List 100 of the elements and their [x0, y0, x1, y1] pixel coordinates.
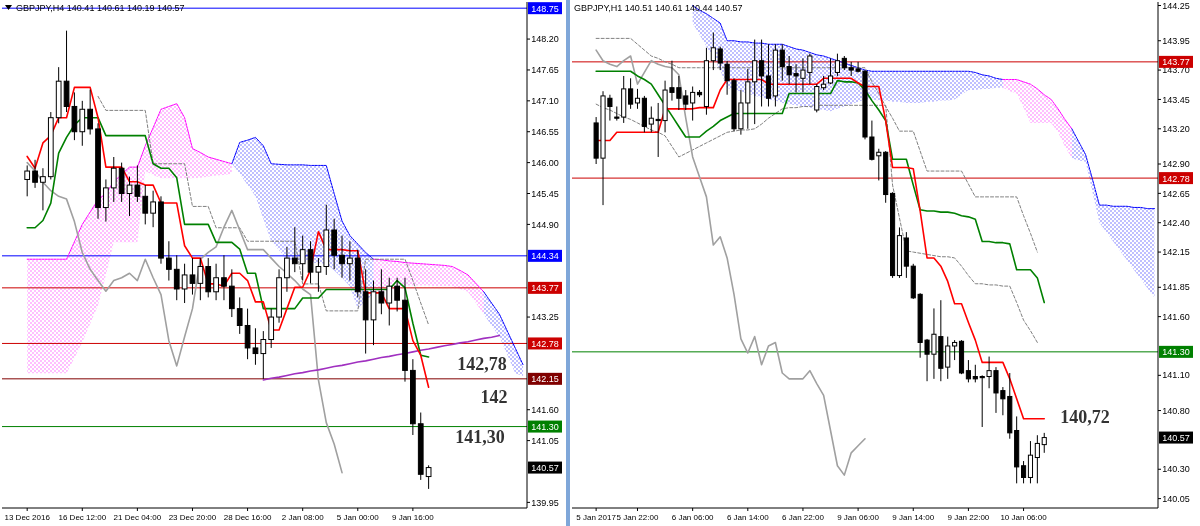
candlestick [268, 308, 275, 349]
candlestick [834, 53, 840, 77]
candlestick [103, 178, 109, 223]
y-tick-label: 141.60 [531, 404, 559, 415]
x-tick-label: 21 Dec 04:00 [113, 513, 162, 522]
annotation: 142,78 [457, 353, 507, 374]
y-tick-label: 146.55 [531, 126, 559, 137]
annotation: 140.57 [1162, 433, 1190, 444]
candlestick [79, 100, 86, 147]
x-tick-label: 10 Jan 06:00 [1000, 513, 1048, 522]
y-tick-label: 146.00 [531, 157, 559, 168]
x-tick-label: 16 Dec 12:00 [58, 513, 107, 522]
x-tick-label: 6 Jan 14:00 [726, 513, 770, 522]
y-tick-label: 140.80 [1162, 405, 1190, 416]
y-tick-label: 142.15 [1162, 247, 1190, 258]
x-tick-label: 5 Jan 00:00 [336, 513, 380, 522]
ref-line-label: 148.75 [531, 3, 559, 14]
y-tick-label: 142.40 [1162, 217, 1190, 228]
ref-line-label: 142.78 [531, 338, 559, 349]
y-tick-label: 144.90 [531, 219, 559, 230]
candlestick [814, 83, 820, 113]
candlestick [228, 268, 235, 318]
ref-line-label: 144.34 [531, 251, 559, 262]
candlestick [166, 240, 172, 282]
candlestick [827, 57, 834, 85]
x-tick-label: 5 Jan 22:00 [616, 513, 659, 522]
candlestick [690, 86, 696, 122]
candlestick [236, 296, 243, 335]
y-tick-label: 142.90 [1162, 159, 1190, 170]
candlestick [260, 330, 267, 380]
x-tick-label: 9 Jan 14:00 [892, 513, 935, 522]
candlestick [213, 263, 219, 301]
line-series [26, 161, 343, 474]
line-series [97, 95, 430, 326]
y-tick-label: 143.20 [1162, 123, 1190, 134]
y-tick-label: 143.45 [1162, 94, 1190, 105]
candlestick [634, 88, 641, 110]
candlestick [759, 39, 765, 107]
y-tick-label: 147.65 [531, 65, 559, 76]
ref-line-label: 142.78 [1162, 173, 1190, 184]
candlestick [87, 89, 94, 136]
candlestick [628, 77, 634, 110]
annotation: 142 [480, 387, 508, 408]
x-tick-label: 23 Dec 20:00 [168, 513, 217, 522]
y-tick-label: 141.85 [1162, 282, 1190, 293]
y-tick-label: 143.25 [531, 312, 559, 323]
annotation: 140,72 [1060, 407, 1110, 428]
y-tick-label: 140.30 [1162, 464, 1190, 475]
candlestick [1034, 434, 1040, 484]
annotation: 141,30 [455, 427, 505, 448]
annotation: 140.57 [531, 463, 559, 474]
line-series [373, 258, 485, 293]
x-tick-label: 28 Dec 16:00 [223, 513, 272, 522]
candlestick [221, 254, 227, 301]
y-tick-label: 140.05 [1162, 493, 1190, 504]
candlestick [291, 226, 298, 273]
candlestick [339, 235, 345, 279]
candlestick [952, 339, 958, 361]
candlestick [1041, 432, 1047, 454]
line-series [26, 103, 233, 260]
x-tick-label: 6 Jan 06:00 [671, 513, 715, 522]
candlestick [425, 464, 432, 490]
candlestick [24, 164, 31, 197]
y-tick-label: 143.70 [1162, 65, 1190, 76]
x-tick-label: 9 Jan 22:00 [947, 513, 990, 522]
candlestick [299, 235, 306, 282]
line-series [595, 49, 866, 476]
candlestick [965, 359, 971, 383]
x-tick-label: 9 Jan 16:00 [391, 513, 435, 522]
y-tick-label: 141.10 [1162, 370, 1190, 381]
line-series [1071, 128, 1156, 210]
ref-line-label: 143.77 [531, 283, 559, 294]
y-tick-label: 145.45 [531, 188, 559, 199]
y-tick-label: 147.10 [531, 95, 559, 106]
y-tick-label: 139.95 [531, 497, 559, 508]
candlestick [765, 43, 772, 107]
candlestick [173, 254, 180, 301]
y-tick-label: 143.95 [1162, 35, 1190, 46]
ref-line-label: 143.77 [1162, 57, 1190, 68]
candlestick [197, 257, 204, 301]
candlestick [717, 46, 723, 71]
candlestick [110, 156, 117, 203]
candlestick [142, 184, 149, 225]
line-series [595, 70, 1046, 304]
x-tick-label: 5 Jan 2017 [576, 513, 617, 522]
candlestick [394, 277, 400, 312]
candlestick [1021, 460, 1027, 484]
x-tick-label: 6 Jan 22:00 [782, 513, 825, 522]
y-tick-label: 142.65 [1162, 188, 1190, 199]
ref-line-label: 141.30 [531, 422, 559, 433]
y-tick-label: 141.05 [531, 435, 559, 446]
y-tick-label: 141.60 [1162, 311, 1190, 322]
candlestick [710, 32, 716, 71]
ref-line-label: 141.30 [1162, 347, 1190, 358]
candlestick [347, 240, 353, 282]
x-tick-label: 9 Jan 06:00 [837, 513, 880, 522]
x-tick-label: 2 Jan 08:00 [281, 513, 325, 522]
candlestick [386, 277, 393, 326]
candlestick [150, 190, 156, 228]
x-tick-label: 13 Dec 2016 [4, 513, 51, 522]
